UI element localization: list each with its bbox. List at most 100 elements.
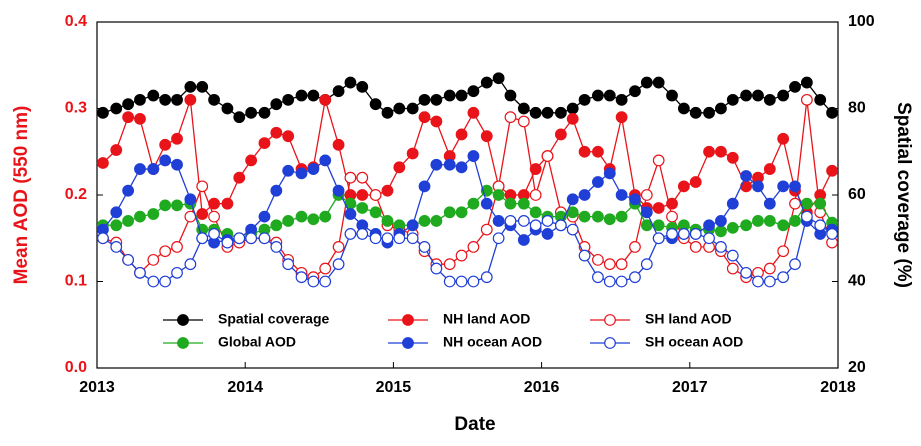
data-point	[640, 258, 653, 271]
data-point	[615, 275, 628, 288]
data-point	[344, 208, 357, 220]
data-point	[282, 215, 295, 227]
data-point	[715, 225, 727, 238]
data-point	[726, 262, 739, 275]
data-point	[652, 232, 665, 245]
data-point	[369, 232, 382, 245]
data-point	[110, 144, 123, 156]
data-point	[406, 102, 419, 115]
data-point	[443, 89, 456, 102]
data-point	[752, 275, 764, 288]
data-point	[418, 215, 431, 227]
data-point	[393, 161, 406, 174]
data-point	[110, 102, 123, 115]
data-point	[221, 197, 234, 210]
data-point	[629, 271, 641, 284]
data-point	[789, 258, 801, 271]
data-point	[726, 93, 739, 106]
data-point	[826, 106, 838, 119]
data-point	[492, 215, 505, 227]
data-point	[110, 219, 123, 232]
data-point	[517, 234, 530, 246]
data-point	[171, 132, 183, 145]
data-point	[295, 271, 308, 284]
data-point	[258, 210, 271, 223]
data-point	[455, 206, 468, 219]
data-point	[603, 258, 616, 271]
data-point	[789, 180, 801, 193]
data-point	[592, 271, 604, 284]
y2-tick-label: 100	[848, 13, 875, 30]
data-point	[208, 93, 220, 106]
x-tick-label: 2016	[524, 379, 560, 396]
data-point	[97, 106, 109, 119]
data-point	[147, 208, 160, 220]
data-point	[603, 167, 616, 180]
data-point	[467, 240, 480, 253]
data-point	[455, 128, 468, 141]
data-point	[529, 206, 542, 219]
data-point	[369, 206, 382, 219]
data-point	[752, 215, 764, 227]
data-point	[603, 213, 616, 226]
data-point	[763, 197, 776, 210]
data-point	[184, 93, 197, 106]
data-point	[134, 93, 146, 106]
data-point	[689, 106, 702, 119]
data-point	[541, 215, 554, 227]
data-point	[319, 275, 332, 288]
data-point	[615, 189, 628, 201]
data-point	[752, 89, 764, 102]
data-point	[159, 138, 172, 151]
data-point	[344, 228, 357, 240]
data-point	[430, 93, 443, 106]
data-point	[703, 106, 715, 119]
data-point	[134, 163, 146, 175]
data-point	[715, 145, 727, 158]
data-point	[777, 89, 790, 102]
data-point	[578, 93, 591, 106]
data-point	[566, 193, 579, 206]
data-point	[332, 85, 345, 98]
data-point	[703, 145, 715, 158]
data-point	[592, 89, 604, 102]
data-point	[740, 89, 753, 102]
data-point	[529, 106, 542, 119]
data-point	[295, 167, 308, 180]
data-point	[196, 232, 209, 245]
data-point	[689, 228, 702, 240]
data-point	[147, 163, 160, 175]
data-point	[652, 76, 665, 89]
data-point	[800, 197, 813, 210]
data-point	[332, 138, 345, 151]
data-point	[282, 164, 295, 177]
data-point	[381, 215, 394, 227]
data-point	[703, 232, 715, 245]
data-point	[740, 170, 753, 182]
data-point	[356, 189, 369, 201]
data-point	[443, 158, 456, 171]
data-point	[233, 111, 246, 124]
data-point	[455, 249, 468, 262]
data-point	[270, 98, 283, 111]
legend-marker	[402, 314, 414, 326]
data-point	[184, 80, 197, 93]
data-point	[615, 111, 628, 124]
data-point	[258, 106, 271, 119]
data-point	[826, 164, 838, 177]
data-point	[307, 275, 320, 288]
data-point	[566, 223, 579, 236]
data-point	[381, 232, 394, 245]
data-point	[777, 245, 790, 258]
data-point	[332, 258, 345, 271]
data-point	[122, 98, 135, 111]
data-point	[726, 249, 739, 262]
data-point	[666, 89, 678, 102]
data-point	[245, 106, 258, 119]
data-point	[159, 93, 172, 106]
data-point	[554, 106, 567, 119]
data-point	[295, 89, 308, 102]
data-point	[480, 223, 493, 236]
data-point	[789, 80, 801, 93]
data-point	[652, 154, 665, 167]
